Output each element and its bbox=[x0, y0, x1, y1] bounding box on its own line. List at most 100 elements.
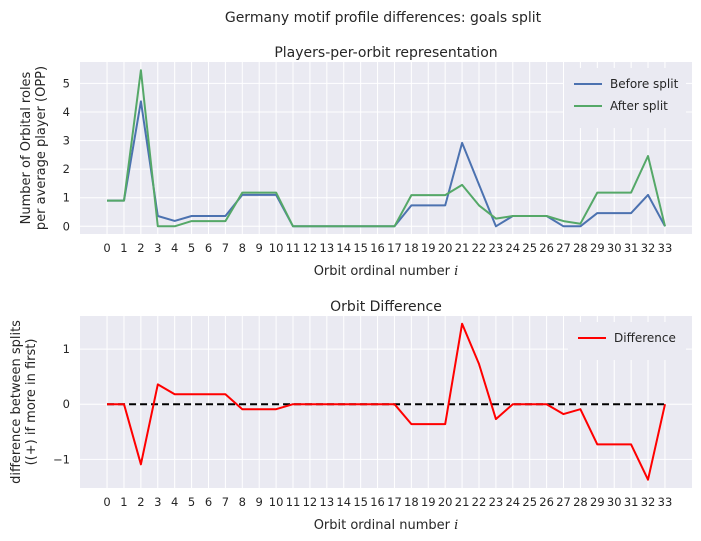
x-axis-label-var: i bbox=[454, 264, 458, 279]
x-tick-label: 23 bbox=[489, 495, 504, 509]
x-tick-label: 2 bbox=[137, 495, 144, 509]
y-axis-label-line: per average player (OPP) bbox=[34, 66, 49, 230]
x-tick-label: 9 bbox=[256, 241, 263, 255]
x-tick-label: 8 bbox=[239, 495, 246, 509]
x-tick-label: 1 bbox=[120, 241, 127, 255]
x-tick-label: 5 bbox=[188, 241, 195, 255]
x-tick-label: 24 bbox=[505, 241, 520, 255]
x-axis-label: Orbit ordinal number i bbox=[314, 264, 459, 279]
x-tick-label: 25 bbox=[522, 241, 537, 255]
x-tick-label: 4 bbox=[171, 241, 178, 255]
x-tick-label: 22 bbox=[472, 495, 487, 509]
x-tick-label: 15 bbox=[353, 241, 368, 255]
x-tick-label: 0 bbox=[103, 495, 110, 509]
x-tick-label: 21 bbox=[455, 241, 470, 255]
y-axis-label-line: Number of Orbital roles bbox=[19, 71, 34, 224]
bottom-chart: 0 1 2 3 4 5 6 7 8 9 10 11 12 13 14 15 16 17 18 19 20 21 22 23 24… bbox=[9, 299, 692, 533]
x-tick-label: 20 bbox=[438, 495, 453, 509]
x-tick-label: 28 bbox=[573, 241, 588, 255]
x-tick-label: 13 bbox=[320, 495, 335, 509]
x-tick-label: 33 bbox=[658, 495, 673, 509]
y-axis-label-line: ((+) if more in first) bbox=[24, 339, 39, 466]
x-tick-label: 33 bbox=[658, 241, 673, 255]
x-tick-label: 8 bbox=[239, 241, 246, 255]
series-line-after-split bbox=[107, 69, 666, 228]
x-tick-label: 10 bbox=[269, 495, 284, 509]
legend-entry: Before split bbox=[610, 77, 679, 91]
y-tick-label: 1 bbox=[63, 342, 70, 356]
legend-box bbox=[564, 68, 686, 128]
y-tick-label: 0 bbox=[63, 397, 70, 411]
y-tick-label: 2 bbox=[63, 162, 70, 176]
x-tick-label: 11 bbox=[286, 241, 301, 255]
x-axis-label-text: Orbit ordinal number bbox=[314, 264, 454, 279]
x-tick-label: 26 bbox=[539, 241, 554, 255]
x-tick-label: 15 bbox=[353, 495, 368, 509]
x-tick-label: 7 bbox=[222, 495, 229, 509]
x-tick-label: 29 bbox=[590, 241, 605, 255]
y-axis-label-line: difference between splits bbox=[9, 320, 24, 484]
x-tick-label: 0 bbox=[103, 241, 110, 255]
x-tick-label: 22 bbox=[472, 241, 487, 255]
x-axis-label: Orbit ordinal number i bbox=[314, 518, 459, 533]
x-axis-label-var: i bbox=[454, 518, 458, 533]
y-tick-label: 1 bbox=[63, 191, 70, 205]
legend-entry: After split bbox=[610, 99, 668, 113]
x-tick-label: 25 bbox=[522, 495, 537, 509]
x-tick-label: 17 bbox=[387, 241, 402, 255]
x-tick-label: 2 bbox=[137, 241, 144, 255]
legend-entry: Difference bbox=[614, 331, 676, 345]
x-tick-label: 3 bbox=[154, 241, 161, 255]
x-tick-label: 5 bbox=[188, 495, 195, 509]
x-tick-label: 18 bbox=[404, 241, 419, 255]
y-tick-label: 5 bbox=[63, 76, 70, 90]
y-tick-label: 3 bbox=[63, 134, 70, 148]
x-tick-label: 14 bbox=[336, 241, 351, 255]
x-tick-label: 32 bbox=[641, 241, 656, 255]
top-chart: 0 1 2 3 4 5 6 7 8 9 10 11 12 13 14 15 16 17 18 19 20 21 22 23 24… bbox=[19, 45, 692, 279]
x-tick-label: 11 bbox=[286, 495, 301, 509]
x-tick-label: 16 bbox=[370, 495, 385, 509]
x-tick-label: 31 bbox=[624, 241, 639, 255]
x-tick-label: 13 bbox=[320, 241, 335, 255]
figure-suptitle: Germany motif profile differences: goals… bbox=[225, 10, 542, 26]
series-line-difference bbox=[107, 322, 666, 481]
y-tick-label: 4 bbox=[63, 105, 70, 119]
chart-title: Orbit Difference bbox=[330, 299, 442, 315]
x-tick-label: 3 bbox=[154, 495, 161, 509]
y-tick-label: −1 bbox=[53, 452, 70, 466]
x-tick-label: 6 bbox=[205, 241, 212, 255]
x-tick-label: 27 bbox=[556, 241, 571, 255]
x-tick-label: 1 bbox=[120, 495, 127, 509]
x-tick-label: 17 bbox=[387, 495, 402, 509]
y-tick-label: 0 bbox=[63, 219, 70, 233]
x-tick-label: 30 bbox=[607, 241, 622, 255]
x-tick-label: 32 bbox=[641, 495, 656, 509]
x-tick-label: 23 bbox=[489, 241, 504, 255]
x-tick-label: 18 bbox=[404, 495, 419, 509]
x-tick-label: 9 bbox=[256, 495, 263, 509]
x-tick-label: 19 bbox=[421, 495, 436, 509]
legend-box bbox=[568, 322, 686, 360]
x-tick-label: 4 bbox=[171, 495, 178, 509]
x-tick-label: 7 bbox=[222, 241, 229, 255]
x-tick-label: 10 bbox=[269, 241, 284, 255]
x-tick-label: 6 bbox=[205, 495, 212, 509]
x-tick-label: 30 bbox=[607, 495, 622, 509]
x-tick-label: 27 bbox=[556, 495, 571, 509]
x-tick-label: 29 bbox=[590, 495, 605, 509]
x-tick-label: 31 bbox=[624, 495, 639, 509]
x-tick-label: 26 bbox=[539, 495, 554, 509]
x-tick-label: 16 bbox=[370, 241, 385, 255]
x-tick-label: 28 bbox=[573, 495, 588, 509]
x-tick-label: 24 bbox=[505, 495, 520, 509]
x-tick-label: 21 bbox=[455, 495, 470, 509]
x-tick-label: 19 bbox=[421, 241, 436, 255]
x-tick-label: 12 bbox=[303, 495, 318, 509]
x-tick-label: 14 bbox=[336, 495, 351, 509]
chart-title: Players-per-orbit representation bbox=[274, 45, 497, 61]
x-axis-label-text: Orbit ordinal number bbox=[314, 518, 454, 533]
x-tick-label: 12 bbox=[303, 241, 318, 255]
x-tick-label: 20 bbox=[438, 241, 453, 255]
